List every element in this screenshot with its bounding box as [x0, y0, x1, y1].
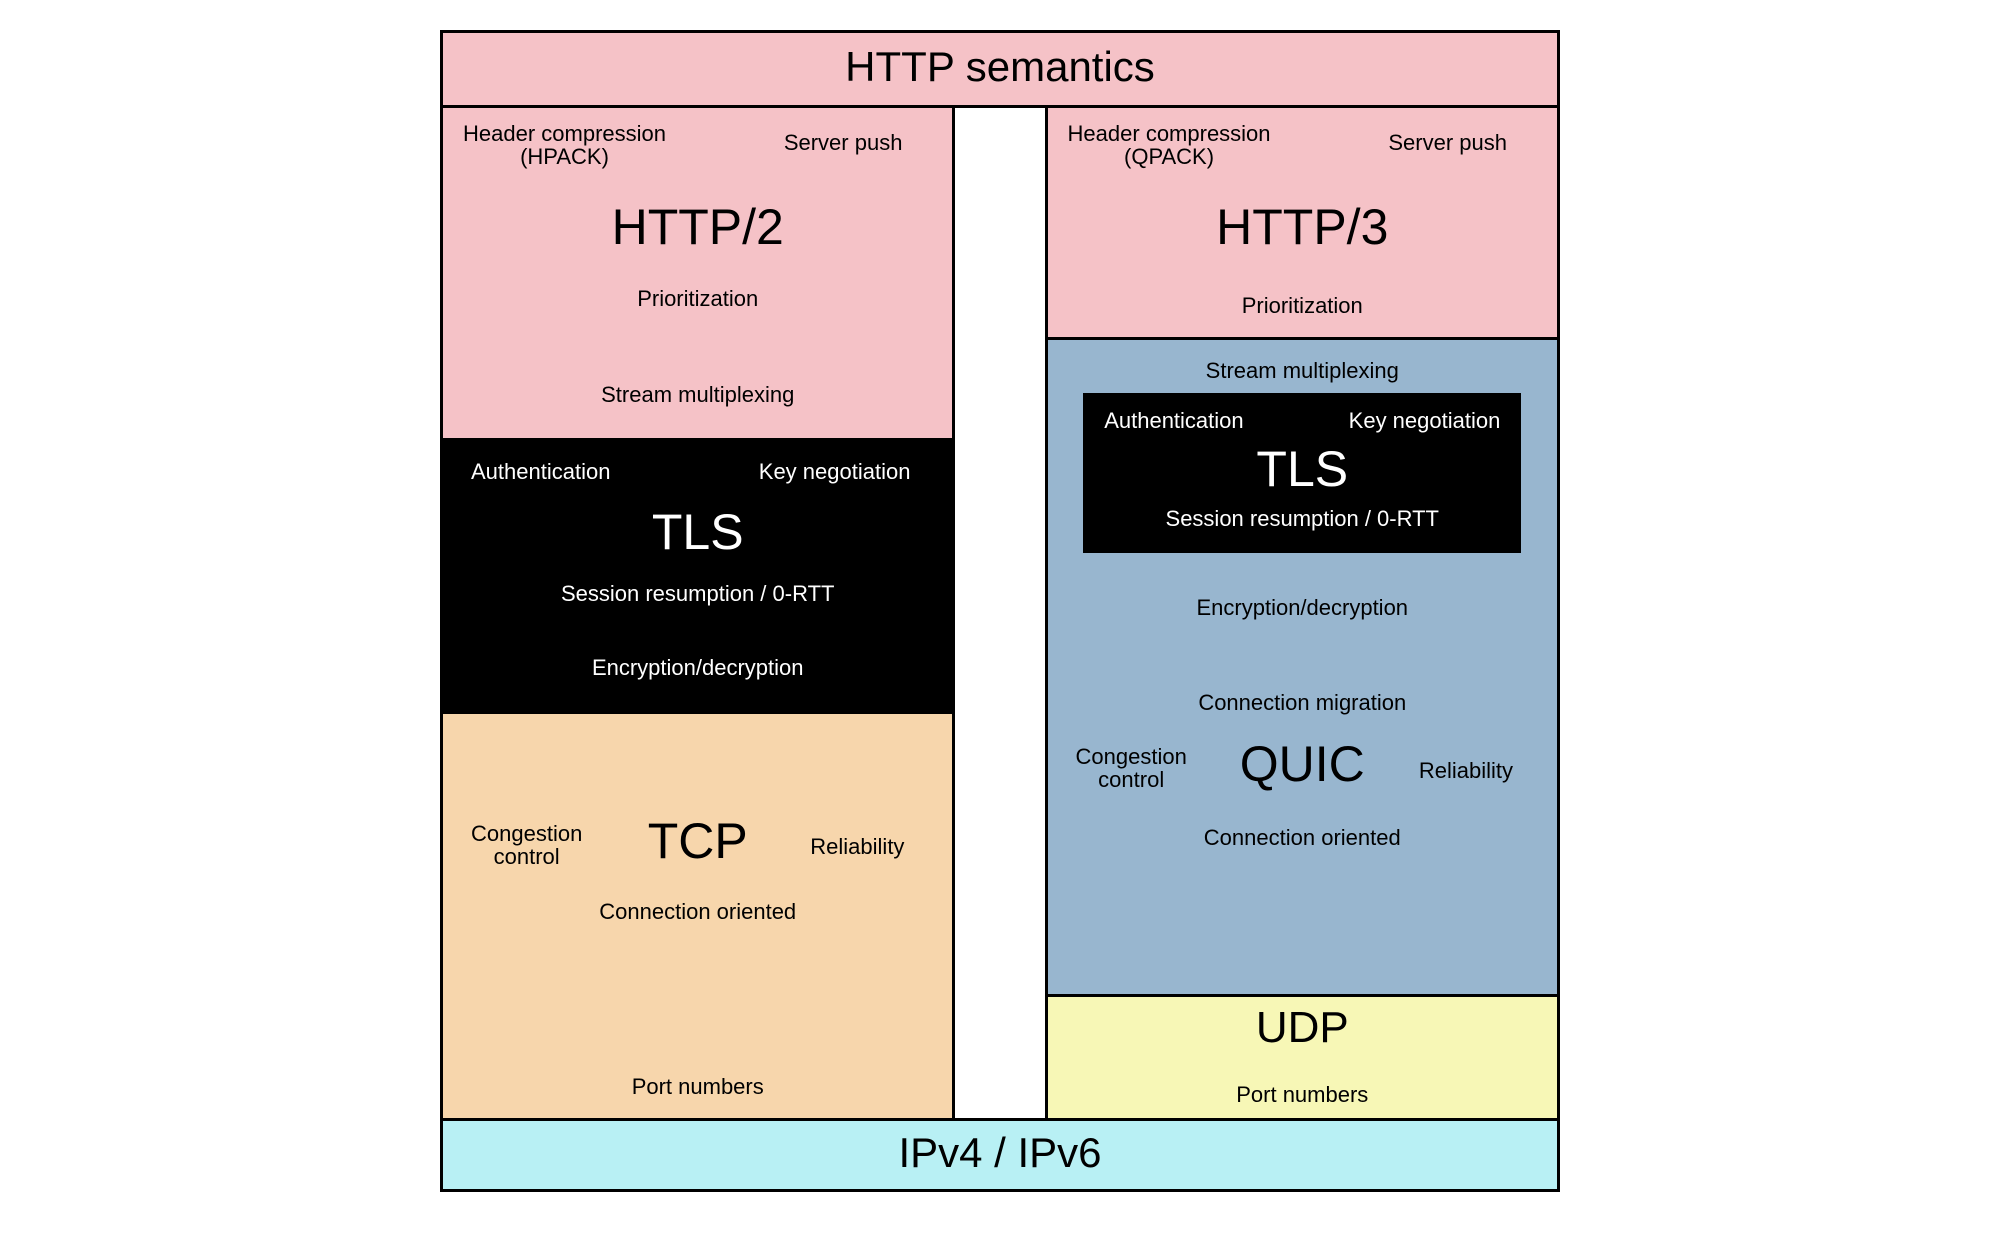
http2-stream-mux: Stream multiplexing: [443, 382, 952, 408]
tcp-conn-oriented: Connection oriented: [443, 899, 952, 925]
tcp-reliability: Reliability: [810, 834, 904, 860]
quic-stream-mux: Stream multiplexing: [1048, 358, 1557, 384]
http2-title: HTTP/2: [443, 198, 952, 256]
http3-prioritization: Prioritization: [1048, 293, 1557, 319]
http2-header-compression: Header compression (HPACK): [463, 122, 666, 168]
tls-inset-box: Authentication Key negotiation TLS Sessi…: [1083, 393, 1521, 553]
tls-resume: Session resumption / 0-RTT: [443, 581, 952, 607]
http3-title: HTTP/3: [1048, 198, 1557, 256]
udp-layer: UDP Port numbers: [1048, 997, 1557, 1118]
tcp-layer: Congestioncontrol TCP Reliability Connec…: [443, 714, 952, 1118]
protocol-stack-diagram: HTTP semantics Header compression (HPACK…: [440, 30, 1560, 1192]
quic-tls-resume: Session resumption / 0-RTT: [1100, 506, 1504, 532]
tcp-ports: Port numbers: [443, 1074, 952, 1100]
quic-reliability: Reliability: [1419, 758, 1513, 784]
http3-layer: Header compression (QPACK) Server push H…: [1048, 108, 1557, 340]
http-semantics-header: HTTP semantics: [443, 33, 1557, 108]
quic-conn-migration: Connection migration: [1048, 690, 1557, 716]
column-gap: [955, 108, 1044, 1118]
http2-prioritization: Prioritization: [443, 286, 952, 312]
http3-server-push: Server push: [1388, 130, 1507, 156]
quic-conn-oriented: Connection oriented: [1048, 825, 1557, 851]
tls-layer-left: Authentication Key negotiation TLS Sessi…: [443, 441, 952, 714]
quic-layer: Stream multiplexing Authentication Key n…: [1048, 340, 1557, 997]
http3-header-compression: Header compression (QPACK): [1068, 122, 1271, 168]
http2-layer: Header compression (HPACK) Server push H…: [443, 108, 952, 441]
tls-title-left: TLS: [443, 503, 952, 561]
footer-title: IPv4 / IPv6: [898, 1129, 1101, 1176]
http2-server-push: Server push: [784, 130, 903, 156]
ip-footer: IPv4 / IPv6: [443, 1118, 1557, 1189]
udp-title: UDP: [1048, 1003, 1557, 1053]
left-stack: Header compression (HPACK) Server push H…: [443, 108, 955, 1118]
quic-enc: Encryption/decryption: [1048, 595, 1557, 621]
quic-tls-keyneg: Key negotiation: [1349, 408, 1501, 434]
tls-enc: Encryption/decryption: [443, 655, 952, 681]
udp-ports: Port numbers: [1048, 1082, 1557, 1108]
stack-columns: Header compression (HPACK) Server push H…: [443, 108, 1557, 1118]
tls-auth: Authentication: [471, 459, 610, 485]
right-stack: Header compression (QPACK) Server push H…: [1045, 108, 1557, 1118]
tls-keyneg: Key negotiation: [759, 459, 911, 485]
quic-tls-title: TLS: [1100, 440, 1504, 498]
header-title: HTTP semantics: [845, 43, 1155, 90]
quic-tls-auth: Authentication: [1104, 408, 1243, 434]
